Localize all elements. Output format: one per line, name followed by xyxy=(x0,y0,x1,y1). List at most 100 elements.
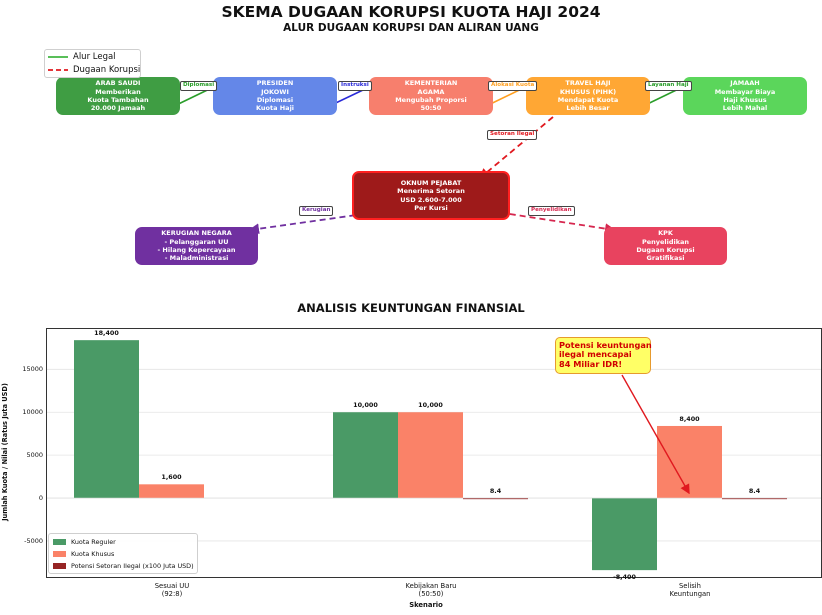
edge-label-instruksi: Instruksi xyxy=(338,81,372,91)
node-line: TRAVEL HAJI xyxy=(565,79,611,88)
edge-setoran-ilegal xyxy=(478,116,554,180)
bar-kuota-reguler xyxy=(333,412,398,499)
node-line: Haji Khusus xyxy=(723,96,767,104)
y-tick-label: 10000 xyxy=(22,408,43,417)
x-tick-line: Sesuai UU xyxy=(154,582,190,590)
node-line: OKNUM PEJABAT xyxy=(400,178,462,187)
bar-kuota-reguler xyxy=(592,498,657,571)
node-line: PRESIDEN xyxy=(256,79,294,88)
data-label: 10,000 xyxy=(353,401,378,410)
chart-legend: Kuota Reguler Kuota Khusus Potensi Setor… xyxy=(48,533,198,574)
chart-title: ANALISIS KEUNTUNGAN FINANSIAL xyxy=(297,301,525,315)
node-line: Kuota Tambahan xyxy=(87,96,149,104)
node-line: Mendapat Kuota xyxy=(557,96,619,104)
node-line: Memberikan xyxy=(95,87,141,96)
node-line: JAMAAH xyxy=(730,79,760,88)
x-tick-line: Selisih xyxy=(678,582,701,590)
legend-label: Kuota Khusus xyxy=(71,550,115,558)
bar-kuota-reguler xyxy=(74,340,139,499)
data-label: -8,400 xyxy=(613,573,636,582)
bar-potensi-setoran-ilegal-x100-juta-usd xyxy=(722,497,787,500)
x-tick-label: Selisih Keuntungan xyxy=(640,582,740,598)
page-title: SKEMA DUGAAN KORUPSI KUOTA HAJI 2024 xyxy=(221,3,601,21)
data-label: 1,600 xyxy=(161,473,182,482)
annotation-line: 84 Miliar IDR! xyxy=(559,358,623,369)
node-line: - Hilang Kepercayaan xyxy=(157,246,236,254)
node-line: Membayar Biaya xyxy=(714,87,776,96)
annotation-line: ilegal mencapai xyxy=(559,349,632,360)
annotation-callout: Potensi keuntungan ilegal mencapai 84 Mi… xyxy=(555,337,652,374)
legend-item-reguler: Kuota Reguler xyxy=(53,538,116,546)
edge-label-alokasi-kuota: Alokasi Kuota xyxy=(488,81,538,91)
node-line: Diplomasi xyxy=(256,96,294,104)
bar-kuota-khusus xyxy=(657,425,722,499)
data-label: 8,400 xyxy=(679,414,700,423)
x-tick-label: Sesuai UU (92:8) xyxy=(122,582,222,598)
legend-swatch xyxy=(53,551,66,557)
node-line: Gratifikasi xyxy=(646,254,685,263)
legend-swatch xyxy=(53,539,66,545)
y-tick-label: 5000 xyxy=(26,451,43,460)
node-oknum-pejabat: OKNUM PEJABAT Menerima Setoran USD 2.600… xyxy=(352,171,510,220)
node-line: - Pelanggaran UU xyxy=(164,237,229,246)
legend-item-khusus: Kuota Khusus xyxy=(53,550,114,558)
node-line: KERUGIAN NEGARA xyxy=(161,229,232,238)
edge-label-layanan-haji: Layanan Haji xyxy=(645,81,692,91)
annotation-line: Potensi keuntungan xyxy=(559,340,652,350)
y-tick-label: 15000 xyxy=(22,365,43,374)
edge-label-diplomasi: Diplomasi xyxy=(180,81,218,91)
node-line: Lebih Besar xyxy=(566,104,610,113)
edge-label-setoran-ilegal: Setoran Ilegal xyxy=(487,130,538,140)
x-tick-line: Keuntungan xyxy=(669,590,711,598)
x-tick-line: (50:50) xyxy=(418,590,444,598)
node-line: 50:50 xyxy=(420,104,442,113)
legend-item-corrupt: Dugaan Korupsi xyxy=(48,65,140,75)
node-kerugian-negara: KERUGIAN NEGARA - Pelanggaran UU - Hilan… xyxy=(135,227,258,265)
x-tick-line: Kebijakan Baru xyxy=(405,582,457,590)
node-line: Mengubah Proporsi xyxy=(395,96,467,104)
edge-label-penyelidikan: Penyelidikan xyxy=(528,206,575,216)
edge-penyelidikan xyxy=(489,210,616,234)
node-line: Per Kursi xyxy=(414,203,448,212)
node-line: - Maladministrasi xyxy=(164,254,229,263)
legend-swatch xyxy=(53,563,66,569)
legend-label: Dugaan Korupsi xyxy=(73,65,141,75)
x-axis-label: Skenario xyxy=(409,601,443,609)
node-jamaah: JAMAAH Membayar Biaya Haji Khusus Lebih … xyxy=(683,77,807,115)
node-line: Kuota Haji xyxy=(255,104,295,113)
y-axis-label: Jumlah Kuota / Nilai (Ratus Juta USD) xyxy=(1,383,9,521)
node-line: Menerima Setoran xyxy=(397,187,465,196)
node-line: KEMENTERIAN xyxy=(404,79,458,88)
data-label: 8.4 xyxy=(489,486,502,495)
y-tick-label: 0 xyxy=(38,494,43,503)
node-kementerian-agama: KEMENTERIAN AGAMA Mengubah Proporsi 50:5… xyxy=(369,77,493,115)
node-line: Penyelidikan xyxy=(641,237,690,246)
node-kpk: KPK Penyelidikan Dugaan Korupsi Gratifik… xyxy=(604,227,727,265)
node-line: JOKOWI xyxy=(261,87,289,96)
legend-item-setoran: Potensi Setoran Ilegal (x100 Juta USD) xyxy=(53,562,194,570)
node-arab-saudi: ARAB SAUDI Memberikan Kuota Tambahan 20.… xyxy=(56,77,180,115)
x-tick-line: (92:8) xyxy=(161,590,183,598)
legend-line-dashed-icon xyxy=(48,69,68,71)
legend-item-legal: Alur Legal xyxy=(48,52,116,62)
node-line: ARAB SAUDI xyxy=(95,79,141,88)
legend-label: Kuota Reguler xyxy=(71,538,116,546)
data-label: 8.4 xyxy=(748,486,761,495)
diagram-subtitle: ALUR DUGAAN KORUPSI DAN ALIRAN UANG xyxy=(283,22,539,34)
flow-legend: Alur Legal Dugaan Korupsi xyxy=(44,49,141,78)
data-label: 18,400 xyxy=(94,329,119,338)
x-tick-label: Kebijakan Baru (50:50) xyxy=(381,582,481,598)
node-line: KPK xyxy=(658,229,673,238)
node-line: KHUSUS (PIHK) xyxy=(559,87,617,96)
bar-kuota-khusus xyxy=(398,412,463,499)
legend-label: Alur Legal xyxy=(73,52,116,62)
bar-kuota-khusus xyxy=(139,484,204,499)
node-presiden: PRESIDEN JOKOWI Diplomasi Kuota Haji xyxy=(213,77,337,115)
node-line: Dugaan Korupsi xyxy=(636,246,695,254)
node-line: USD 2.600-7.000 xyxy=(400,195,462,204)
bar-potensi-setoran-ilegal-x100-juta-usd xyxy=(463,497,528,500)
annotation-arrow xyxy=(621,374,690,495)
node-line: 20.000 Jamaah xyxy=(90,104,146,113)
y-tick-label: -5000 xyxy=(24,536,43,545)
node-travel-haji: TRAVEL HAJI KHUSUS (PIHK) Mendapat Kuota… xyxy=(526,77,650,115)
